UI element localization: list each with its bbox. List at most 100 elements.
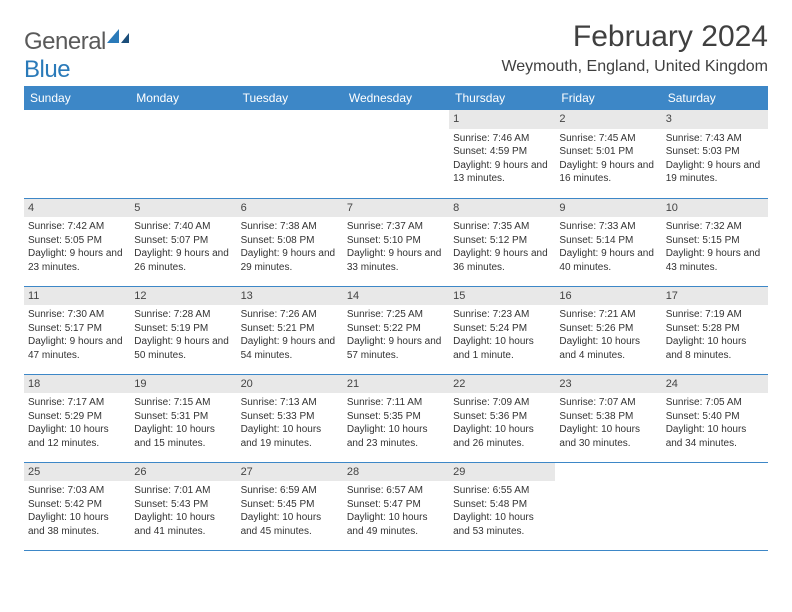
day-cell	[130, 110, 236, 198]
sunrise-text: Sunrise: 7:13 AM	[241, 396, 339, 410]
sunrise-text: Sunrise: 7:42 AM	[28, 220, 126, 234]
sunset-text: Sunset: 5:48 PM	[453, 498, 551, 512]
day-cell: 17Sunrise: 7:19 AMSunset: 5:28 PMDayligh…	[662, 286, 768, 374]
daylight-text: Daylight: 10 hours and 1 minute.	[453, 335, 551, 362]
day-detail: Sunrise: 7:07 AMSunset: 5:38 PMDaylight:…	[559, 396, 657, 450]
daylight-text: Daylight: 9 hours and 50 minutes.	[134, 335, 232, 362]
sunset-text: Sunset: 5:10 PM	[347, 234, 445, 248]
day-number: 19	[130, 375, 236, 394]
day-detail: Sunrise: 7:35 AMSunset: 5:12 PMDaylight:…	[453, 220, 551, 274]
sunrise-text: Sunrise: 7:38 AM	[241, 220, 339, 234]
day-detail: Sunrise: 7:25 AMSunset: 5:22 PMDaylight:…	[347, 308, 445, 362]
daylight-text: Daylight: 10 hours and 30 minutes.	[559, 423, 657, 450]
day-number: 17	[662, 287, 768, 306]
sunrise-text: Sunrise: 7:30 AM	[28, 308, 126, 322]
calendar-body: 1Sunrise: 7:46 AMSunset: 4:59 PMDaylight…	[24, 110, 768, 550]
sunset-text: Sunset: 5:42 PM	[28, 498, 126, 512]
day-detail: Sunrise: 7:45 AMSunset: 5:01 PMDaylight:…	[559, 132, 657, 186]
sunset-text: Sunset: 5:28 PM	[666, 322, 764, 336]
calendar-page: GeneralBlue February 2024 Weymouth, Engl…	[0, 0, 792, 561]
day-number: 13	[237, 287, 343, 306]
day-cell: 1Sunrise: 7:46 AMSunset: 4:59 PMDaylight…	[449, 110, 555, 198]
day-header: Saturday	[662, 86, 768, 110]
day-detail: Sunrise: 7:05 AMSunset: 5:40 PMDaylight:…	[666, 396, 764, 450]
day-number: 28	[343, 463, 449, 482]
day-number: 10	[662, 199, 768, 218]
day-number: 7	[343, 199, 449, 218]
daylight-text: Daylight: 9 hours and 16 minutes.	[559, 159, 657, 186]
day-number: 18	[24, 375, 130, 394]
day-detail: Sunrise: 7:32 AMSunset: 5:15 PMDaylight:…	[666, 220, 764, 274]
day-cell: 12Sunrise: 7:28 AMSunset: 5:19 PMDayligh…	[130, 286, 236, 374]
logo-sail-icon	[106, 24, 132, 51]
day-header: Wednesday	[343, 86, 449, 110]
day-detail: Sunrise: 7:38 AMSunset: 5:08 PMDaylight:…	[241, 220, 339, 274]
sunset-text: Sunset: 5:24 PM	[453, 322, 551, 336]
sunset-text: Sunset: 5:36 PM	[453, 410, 551, 424]
day-number: 27	[237, 463, 343, 482]
day-cell: 6Sunrise: 7:38 AMSunset: 5:08 PMDaylight…	[237, 198, 343, 286]
daylight-text: Daylight: 9 hours and 47 minutes.	[28, 335, 126, 362]
sunrise-text: Sunrise: 7:01 AM	[134, 484, 232, 498]
sunset-text: Sunset: 5:47 PM	[347, 498, 445, 512]
daylight-text: Daylight: 9 hours and 40 minutes.	[559, 247, 657, 274]
day-cell: 23Sunrise: 7:07 AMSunset: 5:38 PMDayligh…	[555, 374, 661, 462]
sunrise-text: Sunrise: 7:37 AM	[347, 220, 445, 234]
sunset-text: Sunset: 5:03 PM	[666, 145, 764, 159]
daylight-text: Daylight: 9 hours and 13 minutes.	[453, 159, 551, 186]
sunset-text: Sunset: 5:31 PM	[134, 410, 232, 424]
daylight-text: Daylight: 10 hours and 23 minutes.	[347, 423, 445, 450]
day-cell: 7 Sunrise: 7:37 AMSunset: 5:10 PMDaylight…	[343, 198, 449, 286]
day-number: 16	[555, 287, 661, 306]
day-number: 29	[449, 463, 555, 482]
sunset-text: Sunset: 5:05 PM	[28, 234, 126, 248]
sunset-text: Sunset: 5:22 PM	[347, 322, 445, 336]
week-row: 1Sunrise: 7:46 AMSunset: 4:59 PMDaylight…	[24, 110, 768, 198]
day-cell: 19Sunrise: 7:15 AMSunset: 5:31 PMDayligh…	[130, 374, 236, 462]
daylight-text: Daylight: 10 hours and 45 minutes.	[241, 511, 339, 538]
daylight-text: Daylight: 9 hours and 33 minutes.	[347, 247, 445, 274]
daylight-text: Daylight: 10 hours and 41 minutes.	[134, 511, 232, 538]
sunset-text: Sunset: 5:38 PM	[559, 410, 657, 424]
day-number: 25	[24, 463, 130, 482]
day-detail: Sunrise: 7:21 AMSunset: 5:26 PMDaylight:…	[559, 308, 657, 362]
daylight-text: Daylight: 10 hours and 4 minutes.	[559, 335, 657, 362]
day-cell: 24 Sunrise: 7:05 AMSunset: 5:40 PMDayligh…	[662, 374, 768, 462]
location: Weymouth, England, United Kingdom	[501, 58, 768, 76]
daylight-text: Daylight: 9 hours and 36 minutes.	[453, 247, 551, 274]
sunset-text: Sunset: 5:35 PM	[347, 410, 445, 424]
day-cell: 27 Sunrise: 6:59 AMSunset: 5:45 PMDayligh…	[237, 462, 343, 550]
day-cell: 8Sunrise: 7:35 AMSunset: 5:12 PMDaylight…	[449, 198, 555, 286]
day-number: 24	[662, 375, 768, 394]
day-header: Friday	[555, 86, 661, 110]
sunset-text: Sunset: 4:59 PM	[453, 145, 551, 159]
day-detail: Sunrise: 7:11 AMSunset: 5:35 PMDaylight:…	[347, 396, 445, 450]
sunset-text: Sunset: 5:12 PM	[453, 234, 551, 248]
calendar-header: SundayMondayTuesdayWednesdayThursdayFrid…	[24, 86, 768, 110]
day-cell: 18 Sunrise: 7:17 AMSunset: 5:29 PMDayligh…	[24, 374, 130, 462]
sunrise-text: Sunrise: 7:17 AM	[28, 396, 126, 410]
day-number: 12	[130, 287, 236, 306]
week-row: 4Sunrise: 7:42 AMSunset: 5:05 PMDaylight…	[24, 198, 768, 286]
day-number: 11	[24, 287, 130, 306]
sunrise-text: Sunrise: 7:33 AM	[559, 220, 657, 234]
day-header: Monday	[130, 86, 236, 110]
sunrise-text: Sunrise: 7:05 AM	[666, 396, 764, 410]
day-detail: Sunrise: 7:40 AMSunset: 5:07 PMDaylight:…	[134, 220, 232, 274]
logo-text: GeneralBlue	[24, 28, 132, 84]
day-cell: 5Sunrise: 7:40 AMSunset: 5:07 PMDaylight…	[130, 198, 236, 286]
day-detail: Sunrise: 6:59 AMSunset: 5:45 PMDaylight:…	[241, 484, 339, 538]
day-header: Sunday	[24, 86, 130, 110]
logo-word2: Blue	[24, 56, 70, 83]
day-cell: 29Sunrise: 6:55 AMSunset: 5:48 PMDayligh…	[449, 462, 555, 550]
sunset-text: Sunset: 5:26 PM	[559, 322, 657, 336]
daylight-text: Daylight: 9 hours and 26 minutes.	[134, 247, 232, 274]
header-row: GeneralBlue February 2024 Weymouth, Engl…	[24, 20, 768, 84]
day-detail: Sunrise: 7:17 AMSunset: 5:29 PMDaylight:…	[28, 396, 126, 450]
sunset-text: Sunset: 5:33 PM	[241, 410, 339, 424]
day-detail: Sunrise: 7:42 AMSunset: 5:05 PMDaylight:…	[28, 220, 126, 274]
day-cell: 4Sunrise: 7:42 AMSunset: 5:05 PMDaylight…	[24, 198, 130, 286]
sunset-text: Sunset: 5:14 PM	[559, 234, 657, 248]
day-detail: Sunrise: 7:09 AMSunset: 5:36 PMDaylight:…	[453, 396, 551, 450]
day-detail: Sunrise: 7:23 AMSunset: 5:24 PMDaylight:…	[453, 308, 551, 362]
